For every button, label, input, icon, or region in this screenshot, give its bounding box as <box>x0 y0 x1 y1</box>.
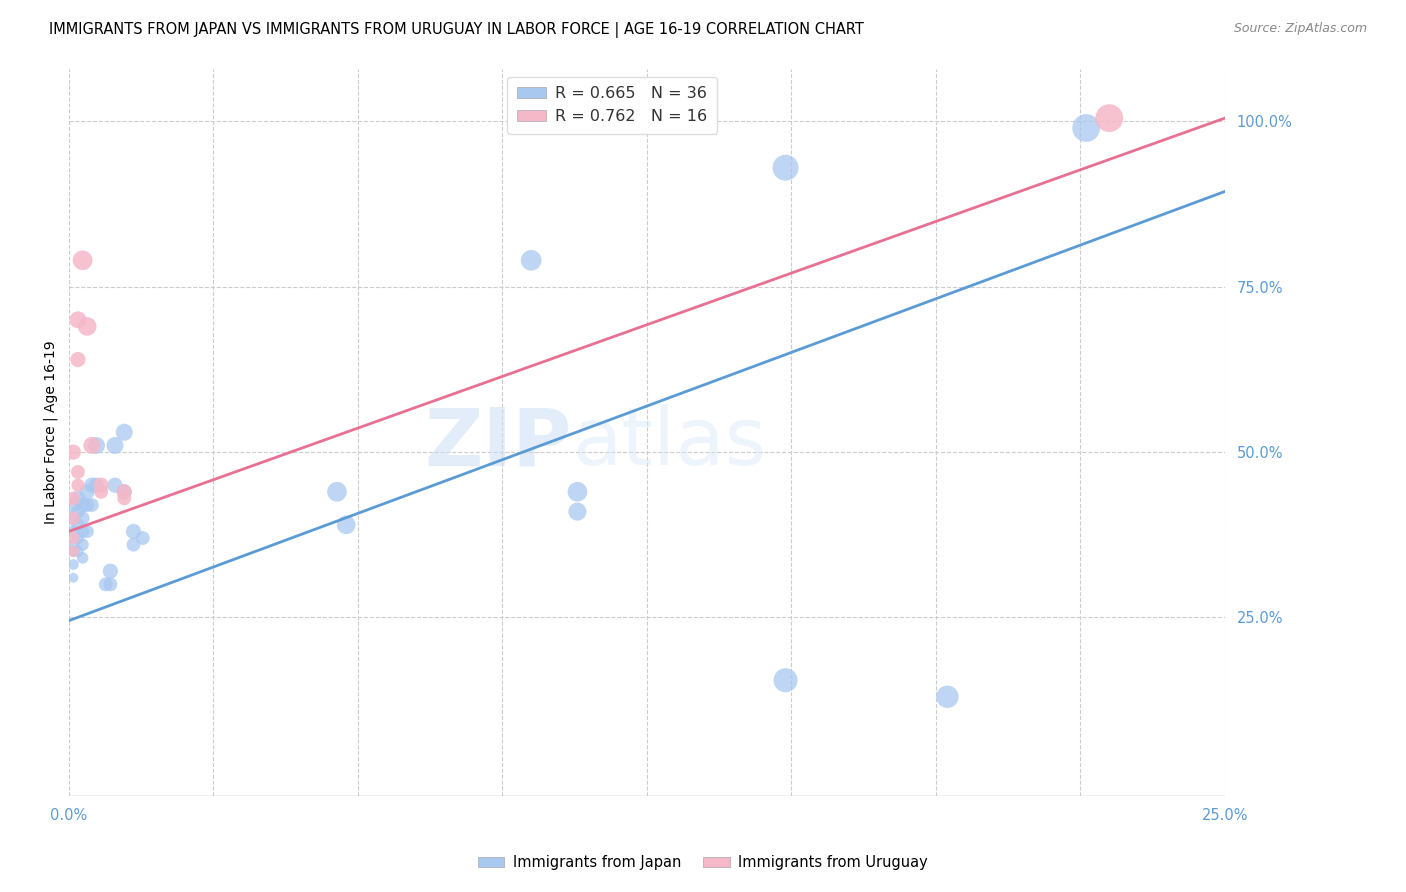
Legend: Immigrants from Japan, Immigrants from Uruguay: Immigrants from Japan, Immigrants from U… <box>472 849 934 876</box>
Point <box>66 313 89 327</box>
Point <box>66 478 89 492</box>
Point <box>112 491 135 506</box>
Point <box>122 524 145 539</box>
Point <box>66 544 89 558</box>
Point <box>72 524 94 539</box>
Point <box>66 531 89 545</box>
Point <box>66 491 89 506</box>
Point <box>112 425 135 440</box>
Point <box>1076 121 1098 136</box>
Point <box>62 491 84 506</box>
Text: 0.0%: 0.0% <box>51 808 87 822</box>
Point <box>112 484 135 499</box>
Point <box>62 544 84 558</box>
Point <box>132 531 155 545</box>
Point <box>1098 111 1121 125</box>
Text: Source: ZipAtlas.com: Source: ZipAtlas.com <box>1233 22 1367 36</box>
Point <box>335 517 357 532</box>
Text: IMMIGRANTS FROM JAPAN VS IMMIGRANTS FROM URUGUAY IN LABOR FORCE | AGE 16-19 CORR: IMMIGRANTS FROM JAPAN VS IMMIGRANTS FROM… <box>49 22 865 38</box>
Point <box>90 478 112 492</box>
Point <box>62 558 84 572</box>
Point <box>98 577 121 591</box>
Point <box>76 524 98 539</box>
Point <box>112 484 135 499</box>
Point <box>104 438 127 452</box>
Point <box>62 511 84 525</box>
Point <box>80 478 103 492</box>
Point <box>62 531 84 545</box>
Point <box>775 673 797 688</box>
Point <box>72 538 94 552</box>
Point <box>80 438 103 452</box>
Point <box>62 544 84 558</box>
Point <box>80 498 103 512</box>
Point <box>72 511 94 525</box>
Legend: R = 0.665   N = 36, R = 0.762   N = 16: R = 0.665 N = 36, R = 0.762 N = 16 <box>508 77 717 134</box>
Point <box>775 161 797 175</box>
Point <box>62 511 84 525</box>
Point <box>72 550 94 565</box>
Point <box>104 478 127 492</box>
Point <box>66 352 89 367</box>
Point <box>90 484 112 499</box>
Point <box>76 319 98 334</box>
Point <box>62 498 84 512</box>
Point <box>520 253 543 268</box>
Point <box>66 505 89 519</box>
Point <box>76 498 98 512</box>
Point <box>62 538 84 552</box>
Point <box>72 498 94 512</box>
Point <box>72 253 94 268</box>
Point <box>66 465 89 479</box>
Text: 25.0%: 25.0% <box>1202 808 1249 822</box>
Point <box>66 517 89 532</box>
Point <box>936 690 959 704</box>
Point <box>94 577 117 591</box>
Point <box>86 478 108 492</box>
Point <box>567 484 589 499</box>
Point <box>567 505 589 519</box>
Point <box>86 438 108 452</box>
Point <box>62 524 84 539</box>
Point <box>62 445 84 459</box>
Point <box>76 484 98 499</box>
Point <box>98 564 121 578</box>
Point <box>62 571 84 585</box>
Point <box>326 484 349 499</box>
Text: ZIP: ZIP <box>425 404 572 483</box>
Y-axis label: In Labor Force | Age 16-19: In Labor Force | Age 16-19 <box>44 341 58 524</box>
Point <box>122 538 145 552</box>
Text: atlas: atlas <box>572 404 766 483</box>
